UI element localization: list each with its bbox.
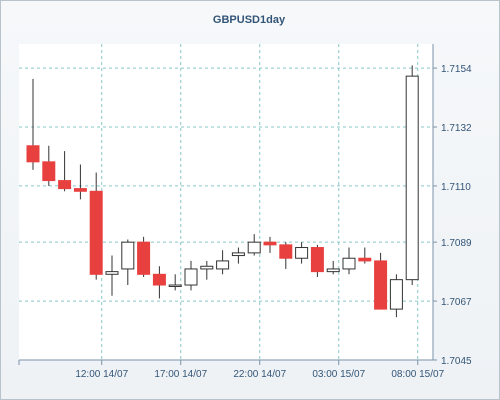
candle xyxy=(342,247,356,275)
x-tick-label: 22:00 14/07 xyxy=(233,369,286,380)
candle-body-up xyxy=(121,241,135,270)
candle xyxy=(231,247,245,264)
candle-body-down xyxy=(89,190,103,275)
candle xyxy=(326,260,340,275)
y-tick-label: 1.7089 xyxy=(441,238,472,249)
x-tick-label: 03:00 15/07 xyxy=(312,369,365,380)
candle-body-up xyxy=(326,268,340,273)
candle-body-up xyxy=(216,260,230,270)
candle xyxy=(58,151,72,192)
candle-body-up xyxy=(389,279,403,310)
candle-body-up xyxy=(405,75,419,281)
candle xyxy=(263,236,277,253)
candles xyxy=(26,65,419,318)
candle xyxy=(310,244,324,277)
candle-body-up xyxy=(168,284,182,288)
y-tick-label: 1.7045 xyxy=(441,356,472,367)
plot-area xyxy=(19,44,433,360)
x-tick-label: 17:00 14/07 xyxy=(154,369,207,380)
candle xyxy=(168,274,182,291)
candle-body-down xyxy=(58,180,72,190)
candle xyxy=(295,242,309,264)
candle xyxy=(121,239,135,286)
candle-body-up xyxy=(247,241,261,254)
candle-body-down xyxy=(263,241,277,246)
candle-body-down xyxy=(279,244,293,259)
candle-body-down xyxy=(137,241,151,275)
chart-title: GBPUSD1day xyxy=(213,14,286,26)
candle-body-down xyxy=(152,273,166,286)
candle xyxy=(152,266,166,299)
candle xyxy=(358,247,372,264)
candle-body-down xyxy=(310,247,324,273)
candle xyxy=(89,172,103,280)
candle xyxy=(105,255,119,296)
candle-body-down xyxy=(73,188,87,192)
axes: 1.7045 1.7067 1.7089 1.7110 1.7132 1.7154 12:0… xyxy=(18,44,472,380)
candle xyxy=(26,78,40,170)
candle xyxy=(42,145,56,186)
candle xyxy=(405,65,419,286)
candle-body-up xyxy=(231,252,245,257)
candle xyxy=(184,260,198,291)
candle-body-up xyxy=(295,247,309,259)
candle xyxy=(247,234,261,256)
x-tick-label: 08:00 15/07 xyxy=(391,369,444,380)
candle-body-up xyxy=(342,257,356,270)
y-tick-label: 1.7132 xyxy=(441,123,472,134)
y-tick-label: 1.7154 xyxy=(441,64,472,75)
candle-body-down xyxy=(42,161,56,182)
candle xyxy=(137,236,151,277)
candle-body-down xyxy=(26,145,40,163)
x-tick-label: 12:00 14/07 xyxy=(75,369,128,380)
candle-body-down xyxy=(358,257,372,262)
candle-body-up xyxy=(105,271,119,275)
candle-body-up xyxy=(200,265,214,270)
candle-body-down xyxy=(374,260,388,310)
candle xyxy=(389,274,403,318)
y-tick-label: 1.7110 xyxy=(441,182,471,193)
candle xyxy=(216,250,230,275)
candle-body-up xyxy=(184,268,198,286)
candle xyxy=(200,260,214,280)
candle xyxy=(279,242,293,269)
candle xyxy=(73,164,87,200)
candle xyxy=(374,252,388,310)
y-tick-label: 1.7067 xyxy=(441,297,472,308)
